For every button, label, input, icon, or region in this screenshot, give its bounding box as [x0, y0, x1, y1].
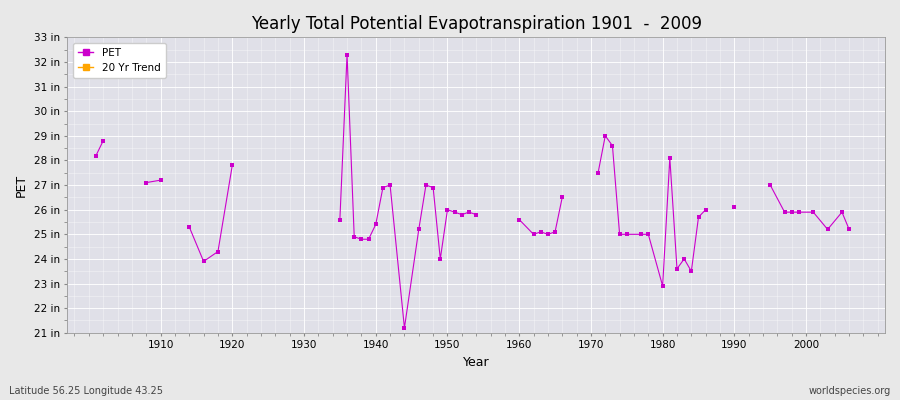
- Y-axis label: PET: PET: [15, 174, 28, 197]
- X-axis label: Year: Year: [463, 356, 490, 369]
- Legend: PET, 20 Yr Trend: PET, 20 Yr Trend: [73, 42, 166, 78]
- Text: Latitude 56.25 Longitude 43.25: Latitude 56.25 Longitude 43.25: [9, 386, 163, 396]
- Title: Yearly Total Potential Evapotranspiration 1901  -  2009: Yearly Total Potential Evapotranspiratio…: [251, 15, 702, 33]
- Text: worldspecies.org: worldspecies.org: [809, 386, 891, 396]
